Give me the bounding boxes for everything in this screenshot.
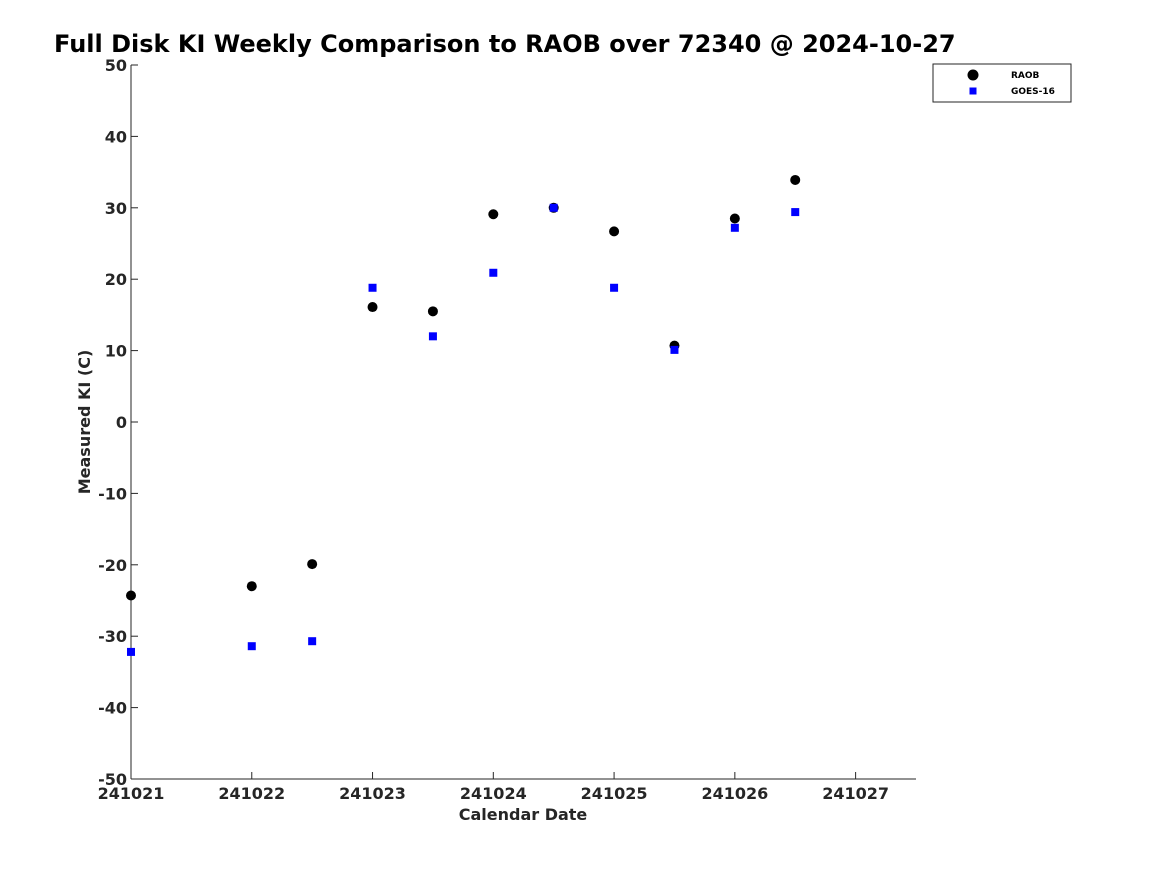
y-tick-label: -30 bbox=[98, 627, 127, 646]
raob-point bbox=[367, 302, 378, 313]
y-tick-label: 50 bbox=[105, 56, 127, 75]
legend-label: RAOB bbox=[1011, 71, 1040, 81]
goes-16-point bbox=[549, 203, 558, 212]
series-raob bbox=[126, 174, 801, 601]
legend-raob-marker bbox=[967, 69, 979, 81]
legend-box bbox=[932, 63, 1072, 103]
x-tick-label: 241027 bbox=[822, 784, 889, 803]
goes-16-point bbox=[368, 283, 377, 292]
raob-point bbox=[307, 559, 318, 570]
x-tick-label: 241021 bbox=[98, 784, 165, 803]
goes-16-point bbox=[428, 332, 437, 341]
y-tick-label: 0 bbox=[116, 413, 127, 432]
legend-goes-16-marker bbox=[969, 87, 977, 95]
x-axis-label: Calendar Date bbox=[459, 805, 588, 824]
goes-16-point bbox=[791, 208, 800, 217]
goes-16-point bbox=[308, 637, 317, 646]
y-tick-label: 30 bbox=[105, 199, 127, 218]
data-marks bbox=[126, 174, 801, 656]
x-tick-label: 241023 bbox=[339, 784, 406, 803]
legend-label: GOES-16 bbox=[1011, 87, 1055, 97]
x-tick-label: 241022 bbox=[218, 784, 285, 803]
raob-point bbox=[729, 213, 740, 224]
goes-16-point bbox=[610, 283, 619, 292]
goes-16-point bbox=[489, 268, 498, 277]
raob-point bbox=[126, 590, 136, 601]
y-tick-label: 10 bbox=[105, 342, 127, 361]
goes-16-point bbox=[247, 642, 256, 651]
y-tick-label: 40 bbox=[105, 127, 127, 146]
y-tick-label: -50 bbox=[98, 770, 127, 789]
goes-16-point bbox=[670, 345, 679, 354]
x-tick-label: 241026 bbox=[701, 784, 768, 803]
raob-point bbox=[488, 209, 499, 220]
series-goes-16 bbox=[127, 203, 800, 656]
x-tick-label: 241025 bbox=[581, 784, 648, 803]
y-tick-label: -10 bbox=[98, 484, 127, 503]
raob-point bbox=[246, 581, 257, 592]
chart-title: Full Disk KI Weekly Comparison to RAOB o… bbox=[54, 30, 956, 58]
raob-point bbox=[609, 226, 620, 237]
y-tick-label: 20 bbox=[105, 270, 127, 289]
y-axis-label: Measured KI (C) bbox=[75, 350, 94, 495]
raob-point bbox=[790, 174, 801, 185]
goes-16-point bbox=[730, 223, 739, 232]
goes-16-point bbox=[127, 647, 135, 656]
x-tick-label: 241024 bbox=[460, 784, 527, 803]
legend: RAOB GOES-16 bbox=[932, 63, 1072, 103]
raob-point bbox=[427, 306, 438, 317]
y-tick-label: -40 bbox=[98, 699, 127, 718]
y-tick-label: -20 bbox=[98, 556, 127, 575]
